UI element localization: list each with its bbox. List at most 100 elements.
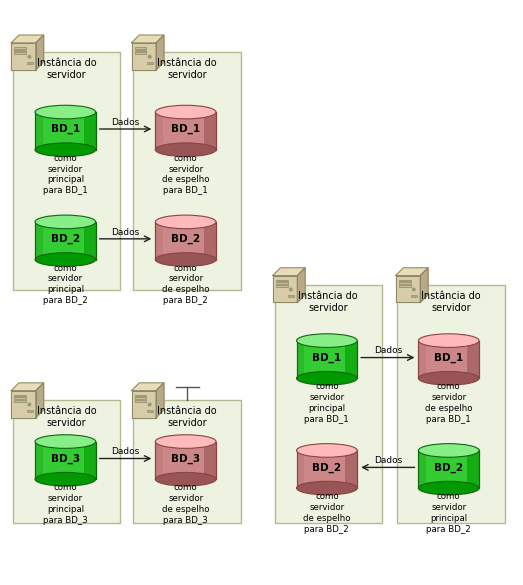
Text: como
servidor
de espelho
para BD_2: como servidor de espelho para BD_2 bbox=[303, 493, 350, 534]
FancyBboxPatch shape bbox=[276, 283, 288, 284]
FancyBboxPatch shape bbox=[15, 52, 26, 54]
Text: BD_1: BD_1 bbox=[171, 124, 200, 134]
Text: BD_1: BD_1 bbox=[51, 124, 80, 134]
FancyBboxPatch shape bbox=[345, 450, 357, 488]
FancyBboxPatch shape bbox=[133, 52, 241, 290]
FancyBboxPatch shape bbox=[155, 112, 163, 150]
Text: Dados: Dados bbox=[111, 448, 140, 456]
FancyBboxPatch shape bbox=[15, 395, 26, 397]
Text: Dados: Dados bbox=[373, 346, 402, 356]
FancyBboxPatch shape bbox=[35, 112, 96, 150]
FancyBboxPatch shape bbox=[276, 285, 288, 287]
Polygon shape bbox=[272, 276, 298, 302]
Ellipse shape bbox=[155, 143, 216, 157]
Polygon shape bbox=[131, 383, 164, 391]
Ellipse shape bbox=[297, 481, 357, 495]
Text: BD_2: BD_2 bbox=[434, 462, 463, 473]
Circle shape bbox=[413, 288, 415, 291]
FancyBboxPatch shape bbox=[133, 400, 241, 522]
FancyBboxPatch shape bbox=[13, 400, 120, 522]
Polygon shape bbox=[298, 268, 305, 302]
Text: Instância do
servidor: Instância do servidor bbox=[37, 58, 97, 80]
FancyBboxPatch shape bbox=[155, 112, 216, 150]
FancyBboxPatch shape bbox=[467, 340, 479, 378]
Polygon shape bbox=[11, 35, 43, 43]
FancyBboxPatch shape bbox=[135, 47, 146, 49]
Ellipse shape bbox=[155, 105, 216, 119]
FancyBboxPatch shape bbox=[155, 442, 216, 479]
Text: Instância do
servidor: Instância do servidor bbox=[157, 58, 217, 80]
FancyBboxPatch shape bbox=[288, 295, 294, 297]
Ellipse shape bbox=[297, 443, 357, 457]
FancyBboxPatch shape bbox=[84, 112, 96, 150]
FancyBboxPatch shape bbox=[297, 450, 357, 488]
Text: como
servidor
de espelho
para BD_1: como servidor de espelho para BD_1 bbox=[162, 154, 209, 195]
Text: como
servidor
principal
para BD_1: como servidor principal para BD_1 bbox=[43, 154, 88, 195]
Polygon shape bbox=[131, 35, 164, 43]
Polygon shape bbox=[131, 391, 156, 418]
FancyBboxPatch shape bbox=[467, 450, 479, 488]
Polygon shape bbox=[156, 35, 164, 70]
Ellipse shape bbox=[297, 334, 357, 347]
FancyBboxPatch shape bbox=[13, 52, 120, 290]
Text: como
servidor
principal
para BD_1: como servidor principal para BD_1 bbox=[304, 383, 349, 424]
FancyBboxPatch shape bbox=[204, 442, 216, 479]
Ellipse shape bbox=[418, 443, 479, 457]
FancyBboxPatch shape bbox=[204, 222, 216, 260]
Polygon shape bbox=[11, 391, 36, 418]
FancyBboxPatch shape bbox=[276, 280, 288, 281]
FancyBboxPatch shape bbox=[155, 222, 163, 260]
Ellipse shape bbox=[35, 473, 96, 486]
FancyBboxPatch shape bbox=[135, 52, 146, 54]
Ellipse shape bbox=[35, 253, 96, 266]
Text: Dados: Dados bbox=[111, 228, 140, 237]
Ellipse shape bbox=[155, 473, 216, 486]
Text: BD_3: BD_3 bbox=[171, 453, 200, 464]
FancyBboxPatch shape bbox=[135, 400, 146, 402]
Text: BD_1: BD_1 bbox=[434, 352, 463, 363]
Text: como
servidor
de espelho
para BD_1: como servidor de espelho para BD_1 bbox=[425, 383, 472, 424]
FancyBboxPatch shape bbox=[418, 450, 479, 488]
Polygon shape bbox=[420, 268, 428, 302]
Ellipse shape bbox=[418, 334, 479, 347]
Text: como
servidor
de espelho
para BD_3: como servidor de espelho para BD_3 bbox=[162, 483, 209, 525]
Ellipse shape bbox=[418, 481, 479, 495]
FancyBboxPatch shape bbox=[15, 47, 26, 49]
Ellipse shape bbox=[297, 371, 357, 385]
Polygon shape bbox=[36, 383, 43, 418]
Polygon shape bbox=[395, 276, 420, 302]
Polygon shape bbox=[36, 35, 43, 70]
FancyBboxPatch shape bbox=[399, 285, 411, 287]
Text: BD_1: BD_1 bbox=[312, 352, 342, 363]
Ellipse shape bbox=[155, 435, 216, 448]
FancyBboxPatch shape bbox=[147, 62, 153, 64]
Polygon shape bbox=[395, 268, 428, 276]
FancyBboxPatch shape bbox=[399, 283, 411, 284]
Text: BD_2: BD_2 bbox=[171, 233, 200, 244]
FancyBboxPatch shape bbox=[84, 222, 96, 260]
Ellipse shape bbox=[155, 215, 216, 229]
Circle shape bbox=[149, 56, 151, 58]
Text: como
servidor
principal
para BD_3: como servidor principal para BD_3 bbox=[43, 483, 88, 525]
Ellipse shape bbox=[35, 215, 96, 229]
Text: Instância do
servidor: Instância do servidor bbox=[157, 406, 217, 428]
Text: Instância do
servidor: Instância do servidor bbox=[298, 291, 358, 312]
FancyBboxPatch shape bbox=[397, 285, 505, 522]
Circle shape bbox=[28, 56, 31, 58]
FancyBboxPatch shape bbox=[418, 450, 426, 488]
Ellipse shape bbox=[35, 435, 96, 448]
Text: BD_3: BD_3 bbox=[51, 453, 80, 464]
FancyBboxPatch shape bbox=[411, 295, 417, 297]
Text: Instância do
servidor: Instância do servidor bbox=[421, 291, 481, 312]
Ellipse shape bbox=[155, 253, 216, 266]
FancyBboxPatch shape bbox=[275, 285, 382, 522]
FancyBboxPatch shape bbox=[135, 395, 146, 397]
Polygon shape bbox=[11, 383, 43, 391]
FancyBboxPatch shape bbox=[147, 410, 153, 412]
Ellipse shape bbox=[35, 105, 96, 119]
Circle shape bbox=[28, 403, 31, 406]
Text: Instância do
servidor: Instância do servidor bbox=[37, 406, 97, 428]
Circle shape bbox=[290, 288, 292, 291]
FancyBboxPatch shape bbox=[155, 222, 216, 260]
Text: como
servidor
principal
para BD_2: como servidor principal para BD_2 bbox=[426, 493, 471, 534]
